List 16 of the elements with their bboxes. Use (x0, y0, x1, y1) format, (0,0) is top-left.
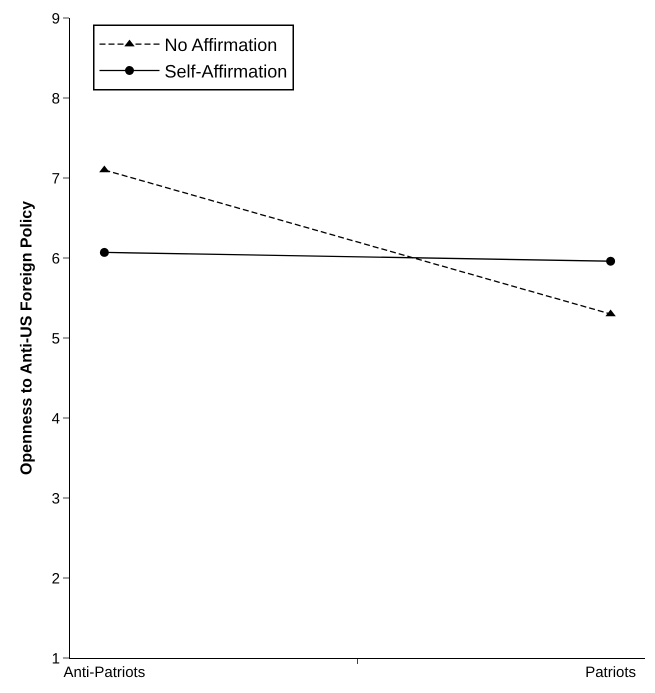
legend-label: No Affirmation (164, 35, 278, 56)
y-tick-label: 2 (52, 570, 60, 588)
x-tick-label: Anti-Patriots (64, 664, 146, 681)
x-tick-label: Patriots (585, 664, 636, 681)
y-tick-label: 1 (52, 650, 60, 668)
y-axis-title: Openness to Anti-US Foreign Policy (18, 200, 36, 476)
y-tick-label: 5 (52, 330, 60, 348)
y-tick-label: 8 (52, 90, 60, 108)
y-tick-label: 7 (52, 170, 60, 188)
legend-label: Self-Affirmation (164, 62, 288, 82)
y-tick-label: 3 (52, 490, 60, 508)
y-tick-label: 9 (52, 10, 60, 28)
point (100, 248, 109, 257)
y-tick-label: 4 (52, 410, 60, 428)
y-tick-label: 6 (52, 250, 60, 268)
point (606, 256, 616, 266)
